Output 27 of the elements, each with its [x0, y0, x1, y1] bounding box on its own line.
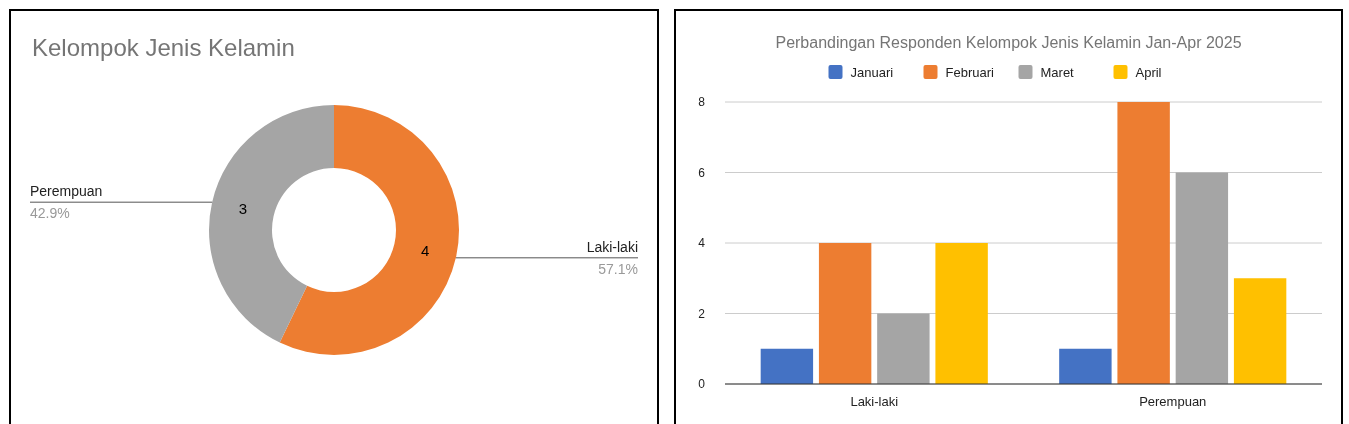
- y-tick-label: 4: [698, 236, 706, 250]
- legend-label: Januari: [850, 65, 894, 80]
- bar: [877, 313, 930, 384]
- bar: [1059, 348, 1112, 384]
- bar: [818, 243, 872, 384]
- bar: [935, 243, 988, 384]
- legend-label: Februari: [945, 65, 995, 80]
- text: 42.9%: [30, 205, 70, 222]
- donut-slice: [209, 105, 334, 343]
- data-label: 4: [420, 241, 430, 259]
- donut-slice: [279, 105, 459, 355]
- y-tick-label: 8: [698, 95, 706, 109]
- bar: [1233, 278, 1287, 384]
- text: 57.1%: [598, 260, 638, 277]
- y-tick-label: 0: [698, 377, 706, 391]
- slice-label: Laki-laki: [586, 238, 638, 255]
- y-tick-label: 6: [698, 165, 706, 180]
- chart-title: Kelompok Jenis Kelamin: [32, 34, 295, 61]
- data-label: 3: [238, 200, 248, 218]
- chart-title: Perbandingan Responden Kelompok Jenis Kelamin Jan-Apr 2025: [775, 34, 1242, 51]
- bar: [1117, 102, 1170, 384]
- slice-label: Perempuan: [30, 183, 103, 200]
- legend-label: Maret: [1040, 65, 1075, 80]
- bar: [1175, 172, 1229, 384]
- y-tick-label: 2: [698, 306, 706, 321]
- bar: [760, 348, 814, 384]
- legend-label: April: [1135, 65, 1162, 80]
